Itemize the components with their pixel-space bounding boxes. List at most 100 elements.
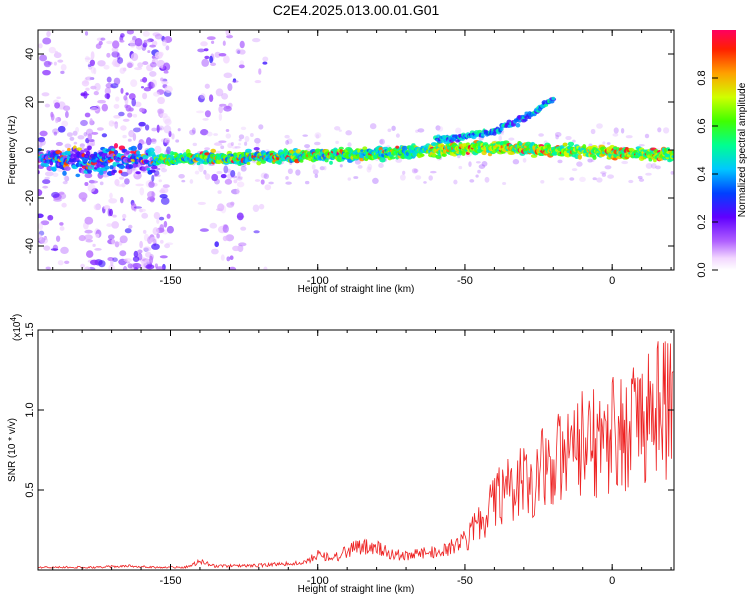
spectral-blob <box>602 141 606 145</box>
spectral-blob <box>143 87 152 92</box>
spectral-blob <box>132 256 140 262</box>
spectral-blob <box>662 127 670 134</box>
spectral-blob <box>258 68 262 75</box>
spectral-blob <box>84 55 90 63</box>
spectral-blob <box>150 79 157 88</box>
spectral-blob <box>253 230 260 234</box>
spectral-blob <box>223 165 229 174</box>
spectral-blob <box>592 177 597 181</box>
spectral-blob <box>213 142 223 146</box>
spectral-blob <box>302 134 308 137</box>
spectral-blob <box>60 246 69 255</box>
spectral-blob <box>40 220 50 226</box>
spectral-blob <box>136 150 141 156</box>
spectral-blob <box>195 110 205 114</box>
spectral-blob <box>87 183 96 193</box>
spectral-blob <box>304 144 311 149</box>
spectral-blob <box>122 218 126 221</box>
spectral-blob <box>64 166 71 171</box>
spectral-blob <box>164 118 172 126</box>
spectral-blob <box>109 192 113 199</box>
spectral-blob <box>339 164 343 168</box>
snr-xlabel: Height of straight line (km) <box>298 584 415 595</box>
spectrogram-axes: -150 -100 -50 0 -40 -20 0 20 40 <box>24 30 674 287</box>
spectral-blob <box>285 175 289 180</box>
spectral-blob <box>142 77 148 83</box>
spectral-blob <box>214 178 220 185</box>
spectral-blob <box>42 69 51 76</box>
spectral-blob <box>232 78 237 83</box>
spectral-blob <box>430 170 437 174</box>
spectral-blob <box>84 77 88 84</box>
spectral-blob <box>128 224 133 229</box>
spectral-blob <box>114 121 119 129</box>
spectral-blob <box>161 39 167 47</box>
spectral-blob <box>254 80 262 84</box>
spectral-blob <box>159 112 168 119</box>
spectral-blob <box>162 184 170 188</box>
spectral-blob <box>124 228 132 234</box>
spectral-blob <box>125 150 131 155</box>
spectral-blob <box>236 187 240 195</box>
spectral-blob <box>237 171 241 178</box>
spectral-blob <box>238 138 242 142</box>
spectral-blob <box>109 165 114 170</box>
spectral-blob <box>106 76 112 83</box>
spectral-blob <box>577 154 582 160</box>
spectral-blob <box>555 134 559 140</box>
spectral-blob <box>206 36 216 40</box>
spectral-blob <box>101 133 108 138</box>
spectral-blob <box>142 92 148 100</box>
spectral-blob <box>147 81 155 90</box>
spectral-blob <box>650 163 657 169</box>
spectral-blob <box>139 208 143 213</box>
spectral-blob <box>111 238 115 245</box>
spectral-blob <box>204 147 211 151</box>
spectral-blob <box>110 258 114 267</box>
spectral-blob <box>554 132 562 137</box>
spectral-blob <box>128 130 135 138</box>
spectral-blob <box>655 165 661 170</box>
spectral-blob <box>225 128 230 133</box>
spectral-blob <box>159 224 165 233</box>
spectral-blob <box>166 225 174 234</box>
spectral-blob <box>114 179 120 186</box>
spectral-blob <box>51 191 60 198</box>
spectral-blob <box>113 103 120 109</box>
spectral-blob <box>80 263 85 268</box>
spectral-blob <box>107 257 114 262</box>
spectral-blob <box>379 138 385 145</box>
spectral-blob <box>582 144 587 149</box>
spectral-blob <box>42 185 49 189</box>
spectral-blob <box>201 58 210 67</box>
spectral-blob <box>163 70 169 74</box>
spectral-blob <box>156 218 160 224</box>
spectral-blob <box>645 172 652 176</box>
spectral-blob <box>197 201 206 205</box>
spectral-blob <box>159 255 168 259</box>
spectral-blob <box>153 211 161 220</box>
spectral-blob <box>209 55 214 64</box>
spectral-blob <box>157 127 162 131</box>
spectral-blob <box>64 143 72 149</box>
spectral-blob <box>50 248 59 251</box>
spectral-blob <box>645 162 653 169</box>
spectral-blob <box>218 53 227 57</box>
x-tick-label: 0 <box>609 275 615 287</box>
spectral-blob <box>455 127 462 134</box>
spectral-blob <box>260 172 268 179</box>
spectral-blob <box>112 214 117 218</box>
spectral-blob <box>596 123 603 129</box>
spectral-blob <box>311 164 316 170</box>
spectral-blob <box>357 165 363 169</box>
spectral-blob <box>244 135 250 143</box>
spectral-blob <box>264 184 272 191</box>
spectral-blob <box>558 177 565 181</box>
spectral-blob <box>366 166 372 173</box>
spectral-blob <box>607 174 614 179</box>
spectral-blob <box>85 128 94 137</box>
spectral-blob <box>87 133 93 141</box>
spectral-blob <box>59 222 64 226</box>
spectral-blob <box>46 31 51 37</box>
spectral-blob <box>151 165 158 170</box>
